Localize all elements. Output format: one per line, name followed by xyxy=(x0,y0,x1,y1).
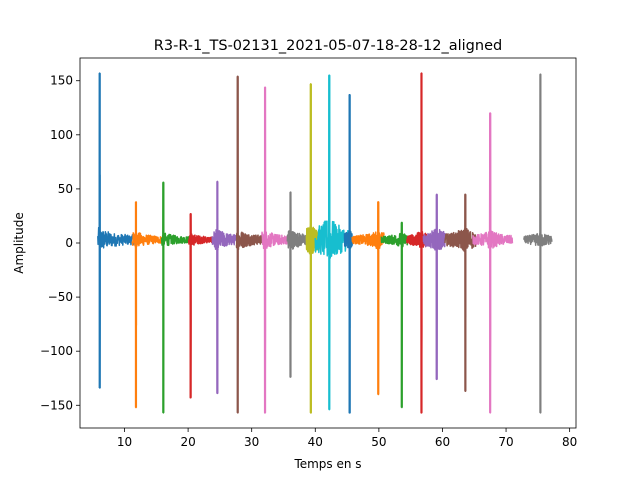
series-line xyxy=(235,75,263,414)
x-tick-label: 80 xyxy=(562,435,577,449)
y-axis: −150 −100 −50 0 50 100 150 xyxy=(40,74,80,412)
x-tick-label: 40 xyxy=(308,435,323,449)
series-line xyxy=(160,181,193,414)
series-line xyxy=(444,193,477,392)
series-line xyxy=(187,213,215,399)
x-axis: 10 20 30 40 50 60 70 80 xyxy=(117,428,577,449)
y-tick-label: 50 xyxy=(58,182,73,196)
y-tick-label: 100 xyxy=(50,128,73,142)
chart-title: R3-R-1_TS-02131_2021-05-07-18-28-12_alig… xyxy=(154,38,502,54)
x-tick-label: 20 xyxy=(180,435,195,449)
series-line xyxy=(472,112,514,414)
series-line xyxy=(97,72,140,389)
series-line xyxy=(422,193,446,381)
series-line xyxy=(523,73,553,414)
series-layer xyxy=(97,72,553,414)
y-tick-label: −100 xyxy=(40,344,73,358)
x-tick-label: 50 xyxy=(371,435,386,449)
x-tick-label: 70 xyxy=(498,435,513,449)
y-tick-label: 150 xyxy=(50,74,73,88)
y-tick-label: −50 xyxy=(48,290,73,304)
x-tick-label: 30 xyxy=(244,435,259,449)
y-tick-label: −150 xyxy=(40,398,73,412)
x-tick-label: 60 xyxy=(435,435,450,449)
y-axis-label: Amplitude xyxy=(12,212,26,274)
x-tick-label: 10 xyxy=(117,435,132,449)
y-tick-label: 0 xyxy=(65,236,73,250)
x-axis-label: Temps en s xyxy=(293,457,361,471)
series-line xyxy=(380,221,409,409)
series-line xyxy=(343,94,353,414)
